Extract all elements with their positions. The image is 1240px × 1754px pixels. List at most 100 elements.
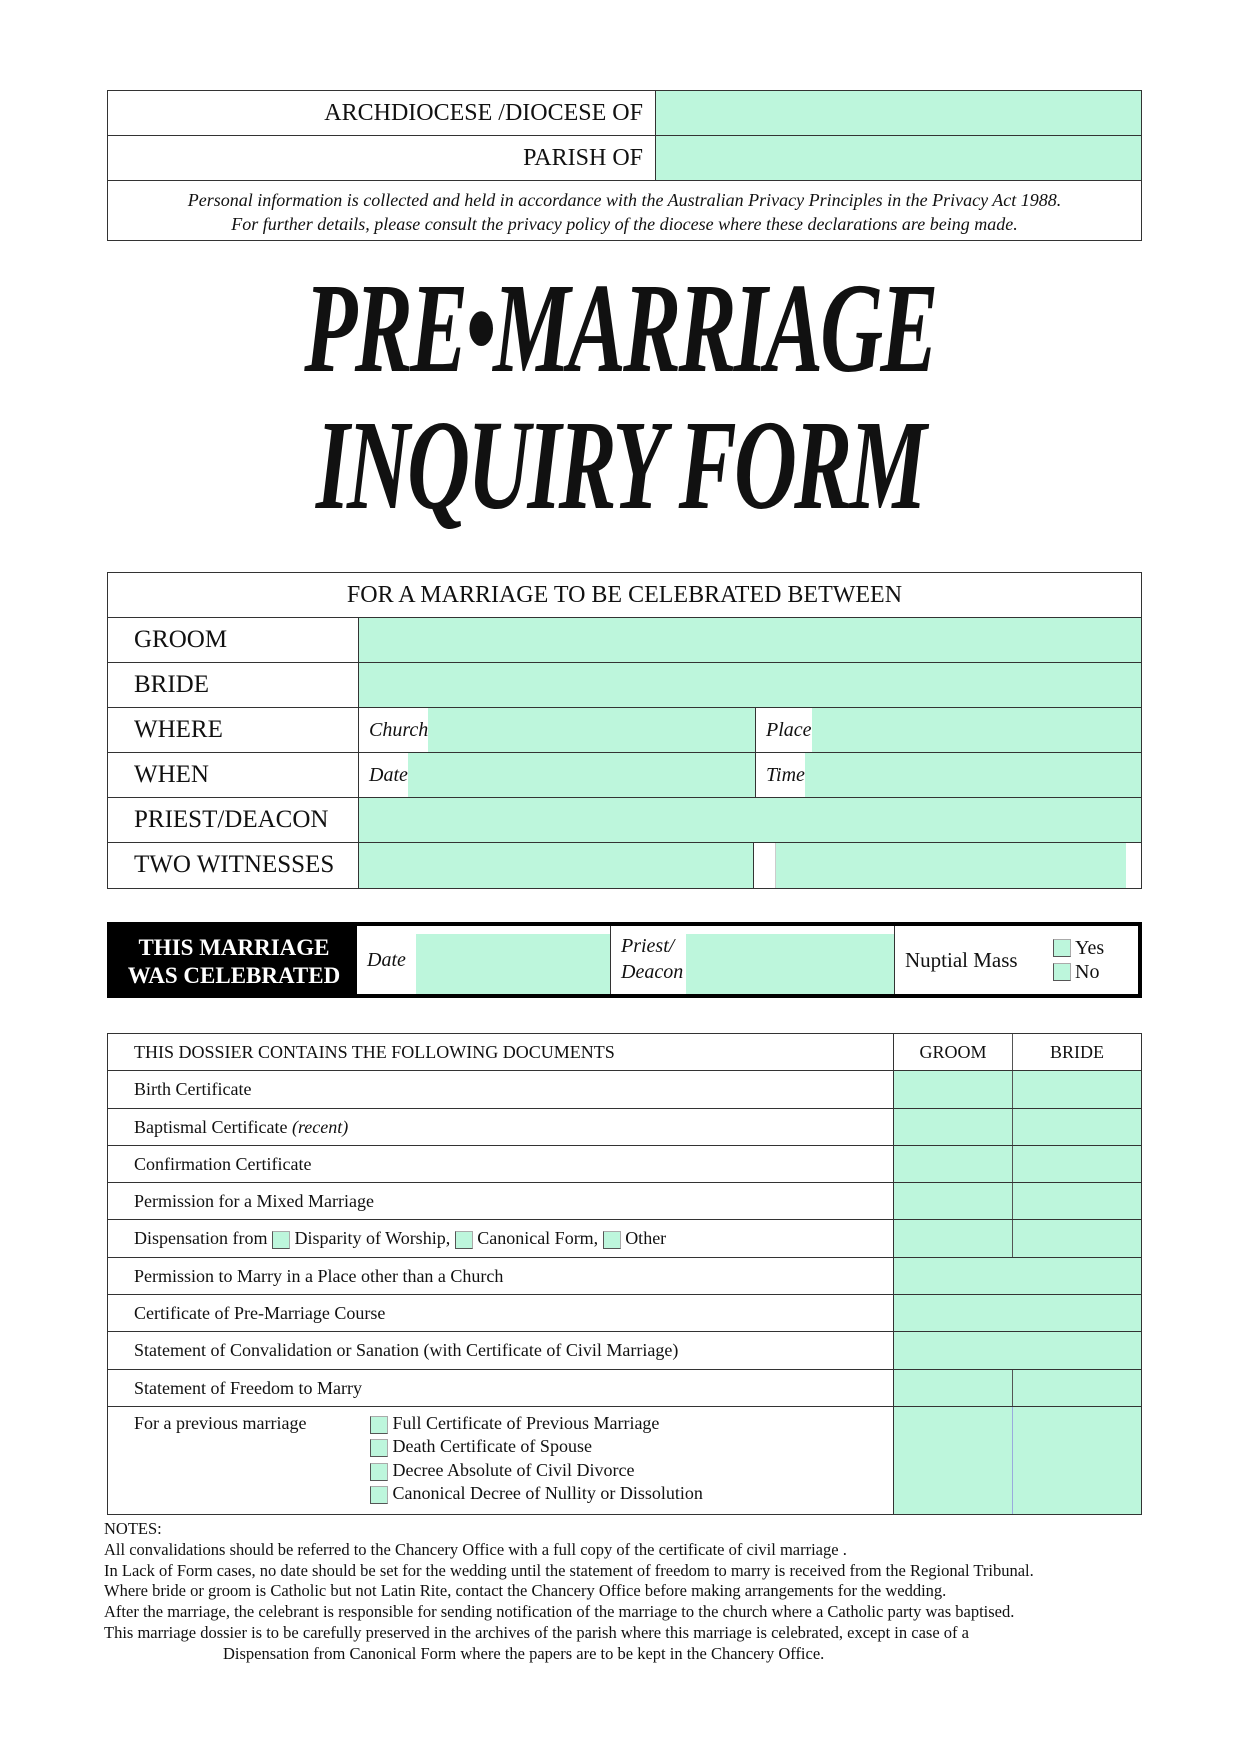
groom-cell[interactable] (894, 1220, 1013, 1257)
combined-cell[interactable] (894, 1332, 1141, 1369)
combined-cell[interactable] (894, 1257, 1141, 1295)
time-label: Time (766, 764, 805, 786)
previous-option-checkbox[interactable] (370, 1415, 388, 1434)
archdiocese-field[interactable] (656, 91, 1141, 135)
date-field[interactable] (407, 753, 755, 797)
doc-row-baptismal: Baptismal Certificate (recent) (108, 1108, 1141, 1146)
note-line: All convalidations should be referred to… (104, 1539, 847, 1559)
bride-cell[interactable] (1013, 1220, 1141, 1257)
bride-cell[interactable] (1013, 1369, 1141, 1406)
witnesses-row: TWO WITNESSES (108, 843, 1141, 888)
marriage-table: FOR A MARRIAGE TO BE CELEBRATED BETWEEN … (107, 572, 1142, 889)
church-field[interactable] (428, 708, 755, 752)
when-label: WHEN (108, 753, 359, 797)
diocese-table: ARCHDIOCESE /DIOCESE OF PARISH OF Person… (107, 90, 1142, 241)
notes-title: NOTES: (104, 1519, 162, 1538)
previous-option-label: Decree Absolute of Civil Divorce (392, 1459, 635, 1480)
doc-row-convalidation: Statement of Convalidation or Sanation (… (108, 1332, 1141, 1370)
doc-label: Statement of Freedom to Marry (108, 1369, 894, 1406)
priest-field[interactable] (359, 798, 1141, 842)
place-field[interactable] (811, 708, 1141, 752)
documents-header-row: THIS DOSSIER CONTAINS THE FOLLOWING DOCU… (108, 1034, 1141, 1072)
place-label: Place (766, 719, 812, 741)
doc-row-freedom: Statement of Freedom to Marry (108, 1369, 1141, 1407)
doc-note: (recent) (291, 1116, 349, 1137)
groom-cell[interactable] (894, 1145, 1013, 1183)
bride-cell[interactable] (1013, 1183, 1141, 1220)
doc-row-confirmation: Confirmation Certificate (108, 1145, 1141, 1184)
bride-cell[interactable] (1013, 1406, 1141, 1514)
combined-cell[interactable] (894, 1295, 1141, 1332)
note-line: After the marriage, the celebrant is res… (104, 1602, 1015, 1622)
where-label: WHERE (108, 708, 359, 752)
doc-label: For a previous marriage (134, 1412, 307, 1433)
groom-cell[interactable] (894, 1406, 1013, 1514)
celebrated-priest-field[interactable] (686, 934, 894, 994)
previous-option-checkbox[interactable] (370, 1462, 388, 1481)
doc-row-mixed: Permission for a Mixed Marriage (108, 1183, 1141, 1221)
previous-option-checkbox[interactable] (370, 1439, 388, 1458)
when-row: WHEN Date Time (108, 753, 1141, 798)
doc-label: Birth Certificate (108, 1071, 894, 1108)
other-checkbox[interactable] (602, 1231, 621, 1250)
parish-field[interactable] (656, 136, 1141, 180)
parish-label: PARISH OF (108, 136, 656, 180)
archdiocese-row: ARCHDIOCESE /DIOCESE OF (108, 91, 1141, 136)
celebrated-priest-label-2: Deacon (621, 961, 684, 983)
previous-option-label: Death Certificate of Spouse (392, 1436, 592, 1457)
disparity-label: Disparity of Worship, (294, 1228, 451, 1249)
bride-cell[interactable] (1013, 1145, 1141, 1183)
privacy-line-2: For further details, please consult the … (231, 214, 1018, 234)
groom-cell[interactable] (894, 1369, 1013, 1406)
time-field[interactable] (804, 753, 1141, 797)
previous-marriage-options: Full Certificate of Previous Marriage De… (370, 1412, 703, 1514)
celebrated-date-field[interactable] (415, 934, 610, 994)
nuptial-yes-checkbox[interactable] (1053, 939, 1071, 957)
celebrated-line-1: THIS MARRIAGE (138, 935, 330, 960)
celebrated-line-2: WAS CELEBRATED (127, 963, 341, 988)
celebrated-date-label: Date (367, 949, 406, 971)
notes: NOTES: All convalidations should be refe… (104, 1519, 1034, 1665)
doc-label: Statement of Convalidation or Sanation (… (108, 1332, 894, 1369)
bride-label: BRIDE (108, 663, 359, 707)
groom-cell[interactable] (894, 1108, 1013, 1145)
witnesses-label: TWO WITNESSES (108, 843, 359, 888)
doc-label: Confirmation Certificate (108, 1145, 894, 1183)
groom-label: GROOM (108, 618, 359, 662)
celebrated-priest-label-1: Priest/ (621, 935, 675, 957)
doc-row-place: Permission to Marry in a Place other tha… (108, 1257, 1141, 1296)
bride-cell[interactable] (1013, 1071, 1141, 1108)
groom-cell[interactable] (894, 1183, 1013, 1220)
church-label: Church (369, 719, 429, 741)
note-line: Where bride or groom is Catholic but not… (104, 1581, 947, 1601)
previous-option-label: Canonical Decree of Nullity or Dissoluti… (392, 1483, 703, 1504)
witness-1-field[interactable] (359, 843, 754, 888)
canonical-checkbox[interactable] (454, 1231, 473, 1250)
doc-row-dispensation: Dispensation from Disparity of Worship, … (108, 1220, 1141, 1258)
canonical-label: Canonical Form, (477, 1228, 599, 1249)
doc-label: Baptismal Certificate (134, 1116, 288, 1137)
bride-row: BRIDE (108, 663, 1141, 708)
archdiocese-label: ARCHDIOCESE /DIOCESE OF (108, 91, 656, 135)
note-line: Dispensation from Canonical Form where t… (223, 1643, 825, 1663)
nuptial-no-checkbox[interactable] (1053, 963, 1071, 981)
marriage-heading: FOR A MARRIAGE TO BE CELEBRATED BETWEEN (108, 573, 1141, 618)
doc-label: Certificate of Pre-Marriage Course (108, 1295, 894, 1332)
title-line-2: INQUIRY FORM (315, 394, 927, 536)
privacy-notice: Personal information is collected and he… (108, 181, 1141, 236)
bride-cell[interactable] (1013, 1108, 1141, 1145)
previous-option-checkbox[interactable] (370, 1486, 388, 1505)
disparity-checkbox[interactable] (271, 1231, 290, 1250)
groom-cell[interactable] (894, 1071, 1013, 1108)
groom-field[interactable] (359, 618, 1141, 662)
doc-row-previous: For a previous marriage Full Certificate… (108, 1406, 1141, 1514)
doc-label: Permission to Marry in a Place other tha… (108, 1257, 894, 1295)
bride-column-header: BRIDE (1050, 1042, 1104, 1062)
witness-2-field[interactable] (776, 843, 1126, 888)
documents-header: THIS DOSSIER CONTAINS THE FOLLOWING DOCU… (108, 1034, 894, 1071)
nuptial-mass-label: Nuptial Mass (905, 947, 1018, 972)
bride-field[interactable] (359, 663, 1141, 707)
doc-row-birth: Birth Certificate (108, 1071, 1141, 1109)
where-row: WHERE Church Place (108, 708, 1141, 753)
groom-row: GROOM (108, 618, 1141, 663)
